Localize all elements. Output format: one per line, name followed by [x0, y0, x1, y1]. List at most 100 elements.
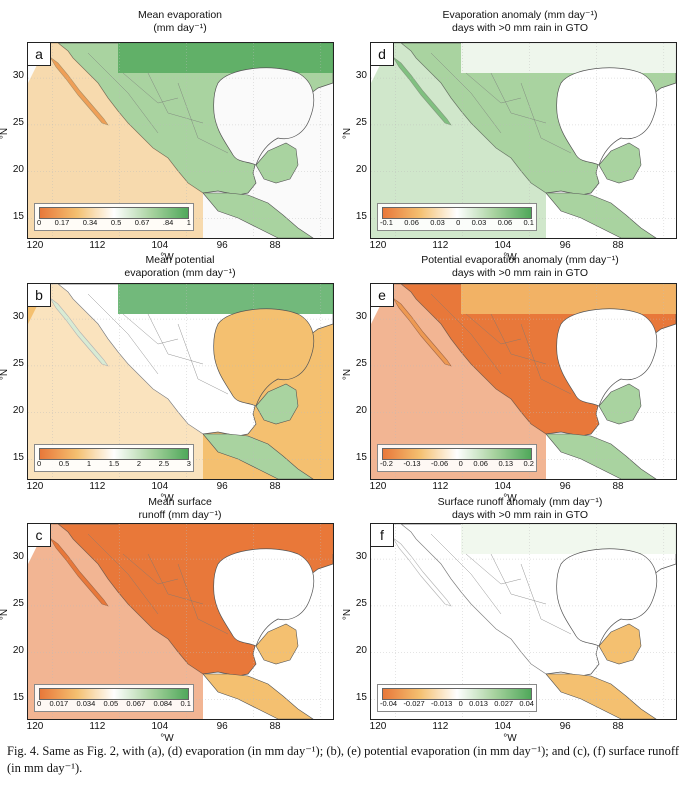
- lon-tick-label: 104: [494, 721, 512, 732]
- panel-letter: c: [28, 524, 51, 547]
- lon-tick-label: 112: [432, 481, 449, 492]
- lon-tick-label: 96: [216, 481, 228, 492]
- state-border: [122, 553, 179, 585]
- lon-tick-label: 96: [559, 240, 571, 251]
- yucatan: [598, 623, 642, 665]
- gulf-of-mexico: [556, 308, 658, 407]
- colorbar-ticks: -0.2 -0.13 -0.06 0 0.06 0.13 0.2: [380, 459, 534, 469]
- lat-tick-label: 25: [12, 597, 24, 609]
- lon-tick-label: 112: [89, 240, 106, 251]
- lon-unit-label: °W: [160, 493, 174, 504]
- colorbar-tick-label: -0.06: [431, 459, 449, 468]
- state-border: [87, 293, 159, 375]
- colorbar-tick-label: 0.67: [134, 218, 150, 227]
- lat-tick-label: 30: [12, 551, 24, 563]
- colorbar-tick-label: 0.04: [519, 699, 534, 708]
- lon-unit-label: °W: [503, 493, 517, 504]
- lon-tick-label: 96: [216, 240, 228, 251]
- colorbar-tick-label: 0: [37, 218, 42, 227]
- colorbar: 0 0.5 1 1.5 2 2.5 3: [34, 444, 194, 472]
- colorbar-tick-label: -0.1: [380, 218, 393, 227]
- state-border: [520, 82, 572, 154]
- panel-a-title: Mean evaporation (mm day⁻¹): [137, 9, 223, 34]
- colorbar-tick-label: 0: [458, 699, 463, 708]
- colorbar: -0.2 -0.13 -0.06 0 0.06 0.13 0.2: [377, 444, 537, 472]
- colorbar-tick-label: 0.17: [54, 218, 70, 227]
- colorbar-tick-label: .84: [162, 218, 174, 227]
- colorbar: 0 0.17 0.34 0.5 0.67 .84 1: [34, 203, 194, 231]
- lon-tick-label: 104: [494, 240, 512, 251]
- colorbar-tick-label: 0: [37, 459, 42, 468]
- lat-tick-label: 25: [355, 116, 367, 128]
- north-region: [118, 524, 333, 554]
- lat-tick-label: 15: [355, 451, 367, 463]
- lon-tick-label: 104: [151, 721, 169, 732]
- map-panel-c: c 0 0.017 0.034 0.05 0.067 0.084 0.1: [27, 523, 334, 720]
- colorbar-tick-label: 0.2: [523, 459, 534, 468]
- colorbar-tick-label: -0.04: [380, 699, 398, 708]
- lat-tick-label: 30: [355, 551, 367, 563]
- gulf-of-mexico: [213, 67, 315, 166]
- colorbar: -0.1 0.06 0.03 0 0.03 0.06 0.1: [377, 203, 537, 231]
- colorbar-tick-label: 0.017: [49, 699, 69, 708]
- lon-unit-label: °W: [160, 252, 174, 263]
- gulf-of-mexico: [556, 548, 658, 647]
- lon-unit-label: °W: [160, 733, 174, 744]
- panel-letter: a: [28, 43, 51, 66]
- lon-tick-label: 88: [612, 240, 624, 251]
- lat-tick-label: 30: [12, 70, 24, 82]
- panel-b-title: Mean potential evaporation (mm day⁻¹): [124, 254, 236, 279]
- colorbar-tick-label: 0.05: [103, 699, 119, 708]
- colorbar-gradient: [382, 688, 532, 700]
- colorbar-tick-label: -0.2: [380, 459, 393, 468]
- yucatan: [255, 623, 299, 665]
- lat-tick-label: 20: [355, 644, 367, 656]
- lat-tick-label: 30: [355, 70, 367, 82]
- colorbar-tick-label: 0.1: [180, 699, 191, 708]
- state-border: [122, 72, 179, 104]
- panel-letter: b: [28, 284, 51, 307]
- north-region: [461, 524, 676, 554]
- yucatan: [598, 383, 642, 425]
- colorbar-tick-label: 0.06: [497, 218, 513, 227]
- central-america: [202, 433, 314, 479]
- map-panel-d: d -0.1 0.06 0.03 0 0.03 0.06 0.1: [370, 42, 677, 239]
- colorbar-tick-label: 0.13: [498, 459, 514, 468]
- yucatan: [255, 383, 299, 425]
- lon-tick-label: 88: [269, 240, 281, 251]
- colorbar-tick-label: 0.5: [58, 459, 70, 468]
- lat-tick-label: 25: [12, 116, 24, 128]
- colorbar-tick-label: 0.06: [473, 459, 488, 468]
- colorbar-tick-label: 0: [458, 459, 463, 468]
- lon-tick-label: 120: [369, 481, 387, 492]
- panel-d-title: Evaporation anomaly (mm day⁻¹) days with…: [442, 9, 598, 34]
- state-border: [430, 293, 502, 375]
- colorbar-tick-label: 0.034: [76, 699, 96, 708]
- lat-tick-label: 15: [355, 691, 367, 703]
- lon-tick-label: 112: [432, 240, 449, 251]
- lon-tick-label: 104: [151, 481, 169, 492]
- state-border: [177, 563, 229, 635]
- state-border: [87, 52, 159, 134]
- colorbar-ticks: -0.1 0.06 0.03 0 0.03 0.06 0.1: [380, 218, 534, 228]
- lat-tick-label: 20: [12, 163, 24, 175]
- pacific-ocean: [28, 524, 203, 719]
- pacific-ocean: [371, 43, 546, 238]
- state-border: [520, 323, 572, 395]
- central-america: [202, 192, 314, 238]
- colorbar-tick-label: 2.5: [158, 459, 170, 468]
- colorbar-tick-label: 1: [186, 218, 191, 227]
- state-border: [122, 313, 179, 345]
- colorbar-gradient: [39, 688, 189, 700]
- lon-tick-label: 104: [151, 240, 169, 251]
- colorbar-ticks: 0 0.017 0.034 0.05 0.067 0.084 0.1: [37, 699, 191, 709]
- lat-unit-label: °N: [342, 368, 354, 381]
- lat-unit-label: °N: [342, 127, 354, 140]
- colorbar-tick-label: 1: [86, 459, 92, 468]
- lon-tick-label: 96: [559, 721, 571, 732]
- lon-tick-label: 120: [26, 481, 44, 492]
- state-border: [87, 533, 159, 615]
- lat-tick-label: 30: [355, 311, 367, 323]
- lon-tick-label: 96: [559, 481, 571, 492]
- state-border: [177, 323, 229, 395]
